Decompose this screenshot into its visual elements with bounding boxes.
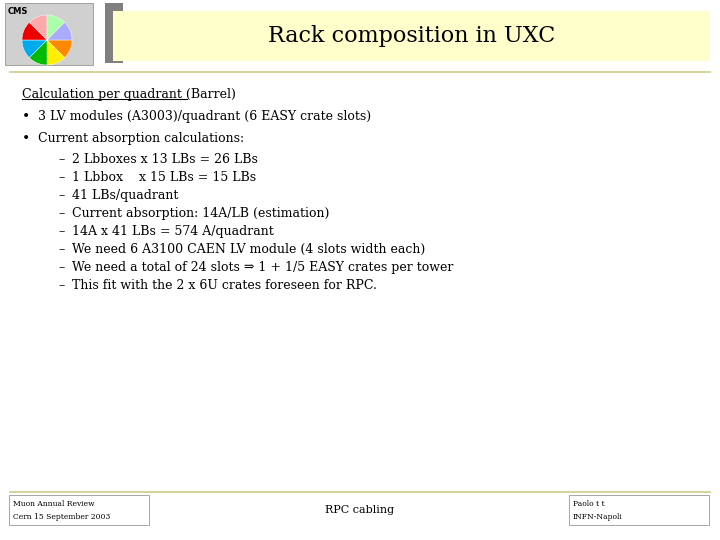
Text: –: – (58, 189, 64, 202)
Text: 41 LBs/quadrant: 41 LBs/quadrant (72, 189, 179, 202)
Wedge shape (30, 15, 47, 40)
Wedge shape (47, 22, 72, 40)
Text: INFN-Napoli: INFN-Napoli (573, 513, 623, 521)
Wedge shape (47, 40, 72, 58)
Text: Paolo t t: Paolo t t (573, 500, 605, 508)
Wedge shape (22, 22, 47, 40)
Bar (105, 3, 123, 63)
Text: –: – (58, 225, 64, 238)
Text: Muon Annual Review: Muon Annual Review (13, 500, 94, 508)
Text: –: – (58, 153, 64, 166)
Text: –: – (58, 171, 64, 184)
Text: RPC cabling: RPC cabling (325, 505, 395, 515)
Wedge shape (47, 15, 65, 40)
Text: CMS: CMS (8, 7, 28, 16)
Text: Rack composition in UXC: Rack composition in UXC (268, 25, 555, 47)
FancyBboxPatch shape (9, 495, 149, 525)
Text: –: – (58, 261, 64, 274)
Bar (113, 11, 710, 61)
Text: •: • (22, 110, 30, 124)
Text: •: • (22, 132, 30, 146)
Text: Current absorption calculations:: Current absorption calculations: (38, 132, 244, 145)
Text: 2 Lbboxes x 13 LBs = 26 LBs: 2 Lbboxes x 13 LBs = 26 LBs (72, 153, 258, 166)
Text: –: – (58, 207, 64, 220)
Text: 1 Lbbox    x 15 LBs = 15 LBs: 1 Lbbox x 15 LBs = 15 LBs (72, 171, 256, 184)
Bar (5, 3, 93, 65)
Text: Calculation per quadrant (Barrel): Calculation per quadrant (Barrel) (22, 88, 236, 101)
Text: –: – (58, 279, 64, 292)
Wedge shape (30, 40, 47, 65)
Text: –: – (58, 243, 64, 256)
Text: 3 LV modules (A3003)/quadrant (6 EASY crate slots): 3 LV modules (A3003)/quadrant (6 EASY cr… (38, 110, 371, 123)
Text: 14A x 41 LBs = 574 A/quadrant: 14A x 41 LBs = 574 A/quadrant (72, 225, 274, 238)
Text: Current absorption: 14A/LB (estimation): Current absorption: 14A/LB (estimation) (72, 207, 329, 220)
Text: Cern 15 September 2003: Cern 15 September 2003 (13, 513, 110, 521)
Text: We need a total of 24 slots ⇒ 1 + 1/5 EASY crates per tower: We need a total of 24 slots ⇒ 1 + 1/5 EA… (72, 261, 454, 274)
Text: We need 6 A3100 CAEN LV module (4 slots width each): We need 6 A3100 CAEN LV module (4 slots … (72, 243, 426, 256)
Text: This fit with the 2 x 6U crates foreseen for RPC.: This fit with the 2 x 6U crates foreseen… (72, 279, 377, 292)
FancyBboxPatch shape (569, 495, 709, 525)
Wedge shape (47, 40, 65, 65)
Wedge shape (22, 40, 47, 58)
